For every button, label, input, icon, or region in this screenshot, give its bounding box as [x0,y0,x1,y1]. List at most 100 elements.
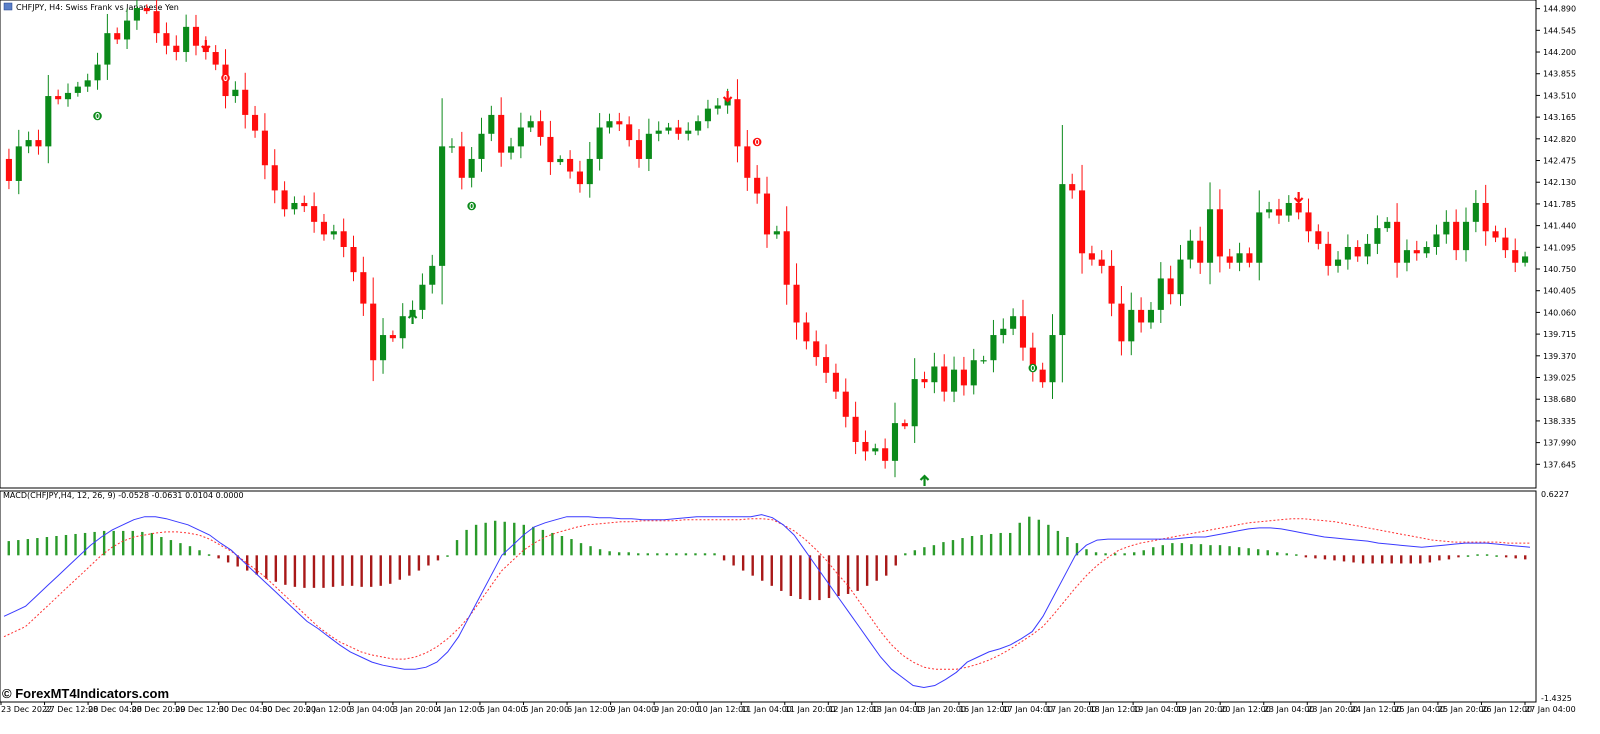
candle [94,52,101,90]
histogram-bar [570,539,573,556]
histogram-bar [656,553,659,556]
histogram-bar [1171,543,1174,556]
histogram-bar [732,555,735,566]
price-tick-label: 137.645 [1543,460,1576,469]
candle [1403,239,1410,272]
candle [517,112,524,159]
histogram-bar [1237,547,1241,556]
candle [55,89,62,105]
histogram-bar [1438,555,1441,561]
histogram-bar [1276,552,1279,556]
buy-arrow-icon [407,312,418,324]
candle [911,358,918,443]
time-tick-label: 3 Jan 04:00 [349,705,395,714]
time-tick-label: 13 Jan 20:00 [915,705,966,714]
histogram-bar [1056,530,1060,556]
histogram-bar [808,555,812,601]
histogram-bar [875,555,878,581]
histogram-bar [293,555,297,587]
candle [1266,201,1273,219]
histogram-bar [617,552,621,556]
histogram-bar [26,539,30,556]
histogram-bar [532,526,535,556]
histogram-bar [284,555,287,585]
macd-title: MACD(CHFJPY,H4, 12, 26, 9) -0.0528 -0.06… [3,491,244,500]
histogram-bar [951,540,955,556]
price-panel-frame [0,0,1537,489]
histogram-bar [608,551,611,556]
histogram-bar [1285,553,1288,556]
candle [1334,251,1342,273]
candles-group [5,0,1529,478]
zero-cross-icon [752,137,762,147]
price-tick-label: 143.855 [1543,70,1576,79]
histogram-bar [131,530,134,556]
candle [1010,308,1017,336]
histogram-bar [932,545,936,556]
sell-arrow-icon [201,40,211,52]
candle [1128,292,1135,356]
candle [5,148,12,190]
signal-markers [93,40,1304,486]
histogram-bar [1504,555,1508,558]
macd-panel[interactable]: MACD(CHFJPY,H4, 12, 26, 9) -0.0528 -0.06… [0,490,1572,703]
candle [980,355,987,364]
time-tick-label: 17 Jan 04:00 [1002,705,1053,714]
histogram-bar [780,555,783,591]
histogram-bar [1209,545,1212,556]
candle [1492,225,1499,243]
candle [1256,190,1263,281]
histogram-bar [980,534,983,556]
histogram-bar [1075,543,1079,556]
candle [1187,229,1194,269]
candle [271,149,278,204]
histogram-bar [1295,554,1298,556]
candle [1147,302,1155,329]
histogram-bar [198,550,201,556]
price-tick-label: 143.165 [1543,113,1576,122]
histogram-bar [350,555,354,586]
candle [15,129,22,195]
time-tick-label: 30 Dec 20:00 [262,705,316,714]
candle [124,8,131,50]
histogram-bar [1047,524,1050,556]
price-tick-label: 142.130 [1543,178,1576,187]
price-tick-label: 139.025 [1543,374,1576,383]
histogram-bar [751,555,754,576]
histogram-bar [1199,544,1203,556]
candle [389,330,396,342]
histogram-bar [1066,537,1069,556]
histogram-bar [484,522,487,556]
histogram-bar [389,555,392,584]
histogram-bar [1085,549,1088,556]
histogram-bar [1400,555,1403,564]
macd-tick-label: 0.6227 [1541,490,1569,499]
watermark: © ForexMT4Indicators.com [2,686,169,701]
macd-axis: 0.6227 -1.4325 [1541,490,1572,703]
candle [281,181,288,217]
candle [1384,217,1391,232]
histogram-bar [1113,553,1117,556]
candle [153,0,160,43]
histogram-bar [1447,555,1451,560]
price-panel[interactable]: CHFJPY, H4: Swiss Frank vs Japanese Yen … [0,0,1576,489]
histogram-bar [1123,553,1126,556]
histogram-bar [169,540,173,556]
candle [488,105,495,142]
candle [862,430,869,461]
candle [891,402,899,478]
candle [1029,332,1036,382]
histogram-bar [627,552,630,556]
histogram-bar [417,555,421,571]
candle [360,256,367,316]
histogram-bar [207,554,211,556]
time-tick-label: 4 Jan 12:00 [436,705,482,714]
histogram-bar [1314,555,1317,559]
candle [468,146,475,188]
time-tick-label: 27 Dec 12:00 [45,705,99,714]
time-tick-label: 18 Jan 12:00 [1090,705,1141,714]
time-tick-label: 20 Jan 12:00 [1220,705,1271,714]
histogram-bar [398,555,402,580]
